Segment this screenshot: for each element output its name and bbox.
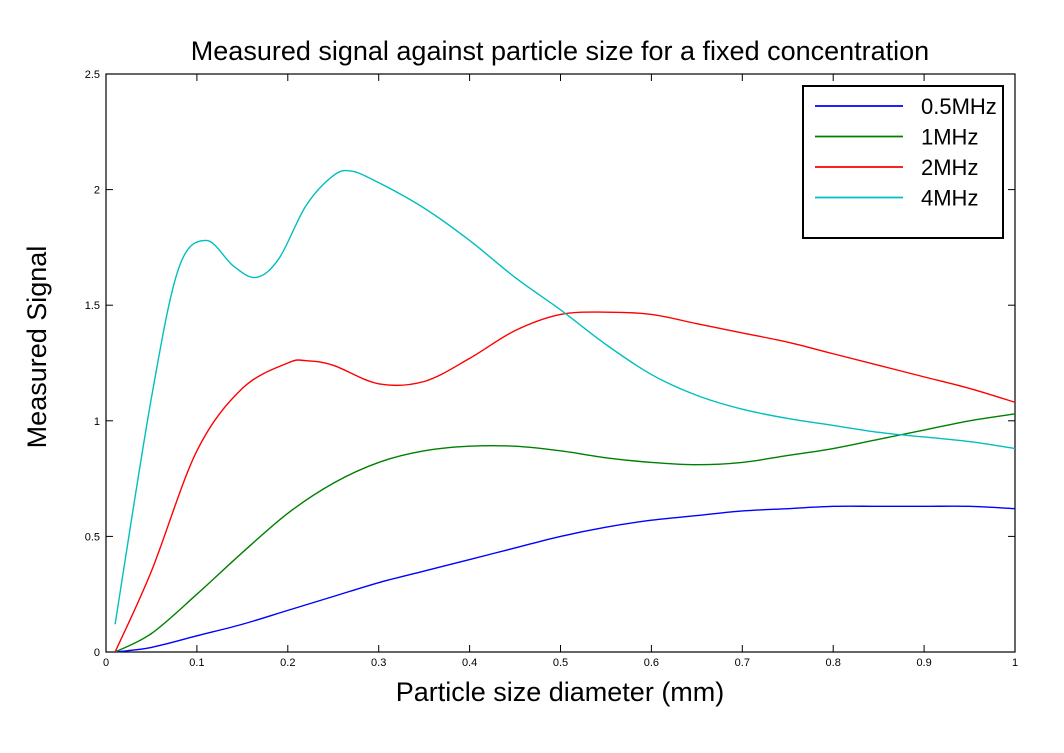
x-tick-label: 0.4 — [462, 657, 477, 669]
series-line-4mhz — [114, 169, 1016, 625]
legend-label: 0.5MHz — [921, 94, 997, 119]
legend-box — [802, 85, 1004, 239]
y-tick-label: 1 — [94, 416, 100, 428]
axis-ticks: 0 0.1 0.2 0.3 0.4 0.5 0.6 0.7 0.8 0.9 1 0 0.5 1 1.5 2 2.… — [85, 69, 1018, 669]
series-line-1mhz — [114, 413, 1016, 653]
series-line-2mhz — [114, 311, 1016, 653]
legend-label: 2MHz — [921, 155, 978, 180]
legend-label: 4MHz — [921, 186, 978, 211]
series-lines — [114, 169, 1016, 653]
x-tick-label: 1 — [1012, 657, 1018, 669]
legend: 0.5MHz 1MHz 2MHz 4MHz — [802, 85, 1004, 239]
x-tick-label: 0.7 — [735, 657, 750, 669]
x-tick-label: 0.8 — [826, 657, 841, 669]
legend-label: 1MHz — [921, 125, 978, 150]
y-tick-label: 0.5 — [85, 531, 100, 543]
x-tick-label: 0.9 — [916, 657, 931, 669]
x-tick-label: 0.1 — [189, 657, 204, 669]
x-axis-label: Particle size diameter (mm) — [396, 677, 725, 707]
x-tick-label: 0.5 — [553, 657, 568, 669]
series-line-05mhz — [115, 505, 1016, 653]
x-tick-label: 0.6 — [644, 657, 659, 669]
y-tick-label: 2.5 — [85, 69, 100, 81]
x-tick-label: 0 — [103, 657, 109, 669]
chart-title: Measured signal against particle size fo… — [191, 36, 929, 66]
x-tick-label: 0.3 — [371, 657, 386, 669]
x-tick-label: 0.2 — [280, 657, 295, 669]
y-axis-label: Measured Signal — [22, 246, 52, 449]
y-tick-label: 2 — [94, 185, 100, 197]
y-tick-label: 1.5 — [85, 300, 100, 312]
y-tick-label: 0 — [94, 647, 100, 659]
plot-area: 0 0.1 0.2 0.3 0.4 0.5 0.6 0.7 0.8 0.9 1 0 0.5 1 1.5 2 2.… — [85, 69, 1018, 669]
